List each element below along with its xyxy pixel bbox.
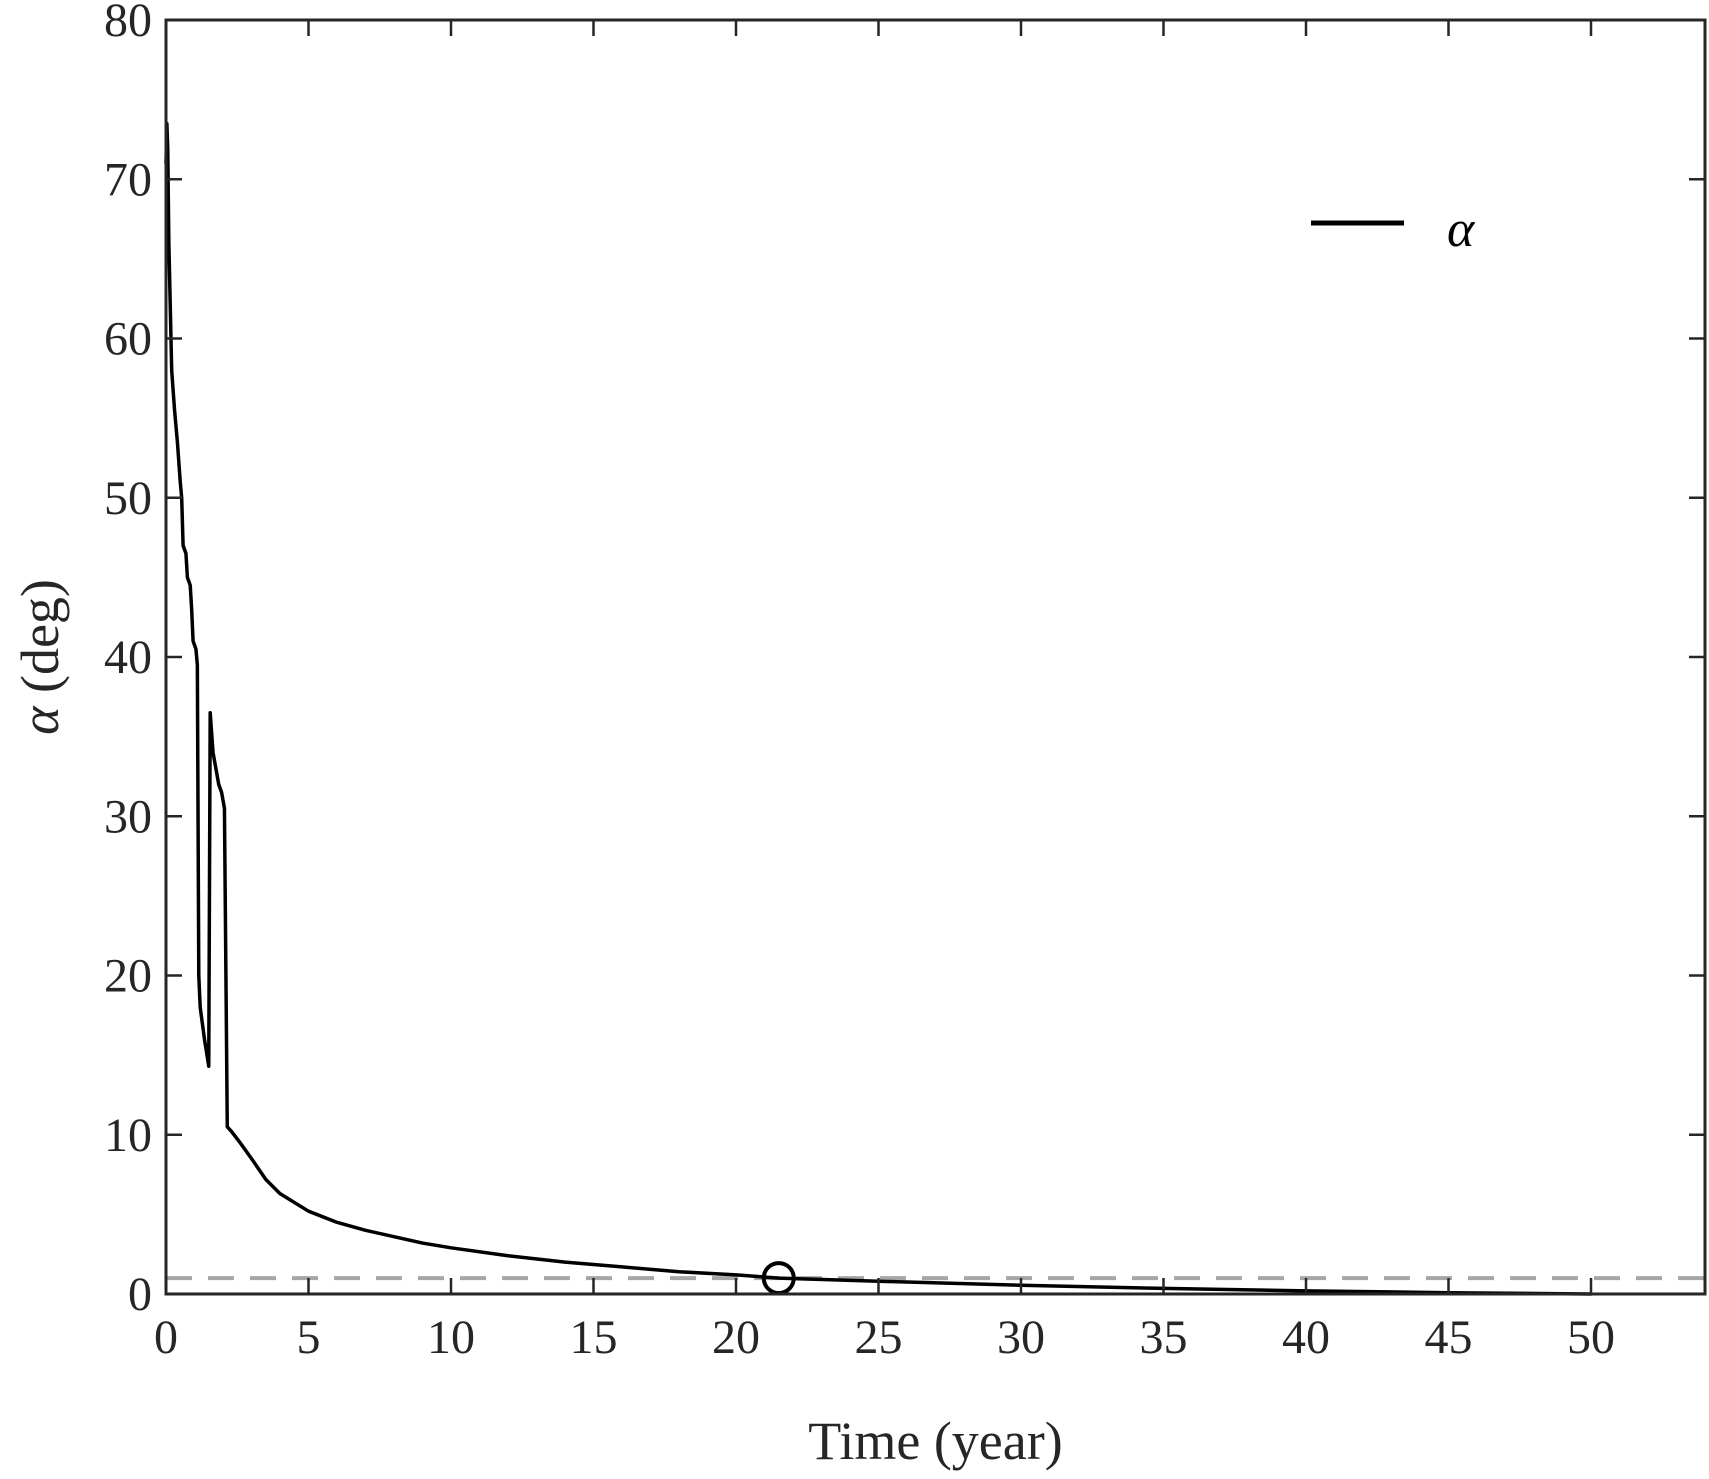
x-tick-label: 10 [427,1311,475,1364]
series-line-alpha [164,121,1593,1296]
x-tick-label: 40 [1282,1311,1330,1364]
x-tick-label: 50 [1567,1311,1615,1364]
x-tick-label: 35 [1140,1311,1188,1364]
x-axis-title: Time (year) [808,1411,1062,1471]
y-tick-label: 50 [104,472,152,525]
y-tick-label: 80 [104,0,152,47]
series-layer [164,121,1593,1296]
y-tick-label: 40 [104,631,152,684]
y-tick-label: 0 [128,1268,152,1321]
y-tick-label: 30 [104,790,152,843]
x-tick-label: 30 [997,1311,1045,1364]
x-tick-label: 25 [855,1311,903,1364]
legend-layer: α [1311,201,1476,258]
axes-layer: 0 5 10 15 20 25 30 35 40 45 50 0 10 20 30 40 50 60 70 80 [104,0,1707,1364]
y-axis-title: α (deg) [10,579,70,735]
x-tick-label: 5 [297,1311,321,1364]
x-tick-label: 15 [570,1311,618,1364]
y-tick-label: 70 [104,153,152,206]
x-tick-label: 0 [154,1311,178,1364]
y-tick-label: 60 [104,313,152,366]
y-axis-title-unit: (deg) [10,579,70,693]
x-tick-label: 45 [1425,1311,1473,1364]
y-tick-label: 10 [104,1109,152,1162]
x-tick-label: 20 [712,1311,760,1364]
y-axis-title-symbol: α [10,705,70,735]
y-tick-label: 20 [104,950,152,1003]
legend-label-alpha: α [1447,201,1476,258]
